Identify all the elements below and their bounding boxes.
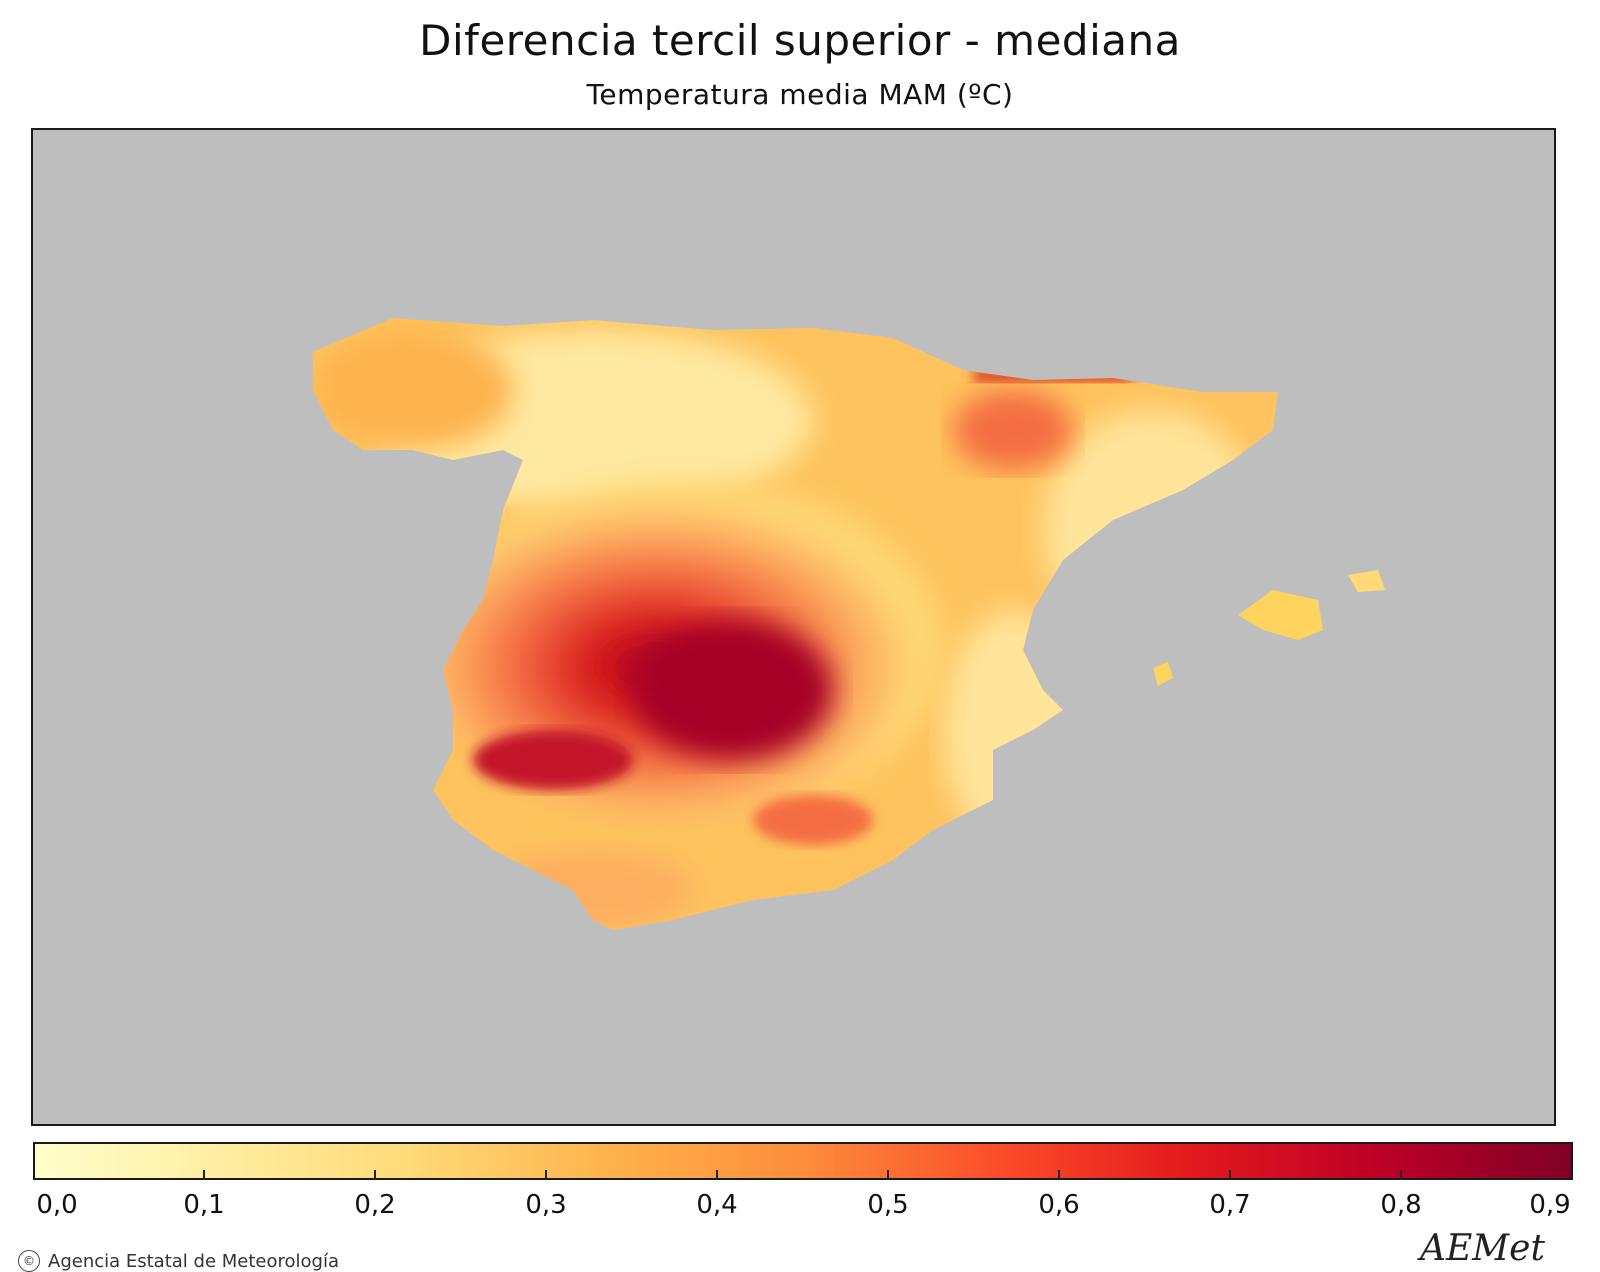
colorbar-tick [374, 1170, 376, 1180]
colorbar [33, 1142, 1573, 1180]
map-panel [31, 128, 1556, 1126]
colorbar-tick [545, 1170, 547, 1180]
colorbar-tick [1058, 1170, 1060, 1180]
credit-text: Agencia Estatal de Meteorología [48, 1250, 339, 1272]
logo-text: AEMet [1420, 1228, 1545, 1269]
chart-title: Diferencia tercil superior - mediana [419, 16, 1181, 65]
colorbar-tick-label: 0,5 [867, 1190, 909, 1220]
colorbar-tick-label: 0,4 [696, 1190, 738, 1220]
colorbar-tick-label: 0,0 [36, 1190, 78, 1220]
colorbar-tick-label: 0,9 [1529, 1190, 1571, 1220]
colorbar-tick-label: 0,6 [1038, 1190, 1080, 1220]
colorbar-tick [887, 1170, 889, 1180]
colorbar-tick-label: 0,3 [525, 1190, 567, 1220]
colorbar-tick [203, 1170, 205, 1180]
colorbar-tick [1229, 1170, 1231, 1180]
copyright-credit: © Agencia Estatal de Meteorología [18, 1250, 339, 1272]
chart-subtitle: Temperatura media MAM (ºC) [586, 78, 1014, 111]
colorbar-tick [1400, 1170, 1402, 1180]
colorbar-tick [716, 1170, 718, 1180]
iberian-peninsula-heatmap [313, 318, 1385, 930]
colorbar-tick-label: 0,8 [1380, 1190, 1422, 1220]
colorbar-tick-label: 0,1 [183, 1190, 225, 1220]
aemet-logo: AEMet [1420, 1228, 1570, 1269]
peninsula-shape [313, 318, 1278, 930]
balearic-islands [1153, 570, 1385, 686]
colorbar-tick-label: 0,7 [1209, 1190, 1251, 1220]
colorbar-tick-label: 0,2 [354, 1190, 396, 1220]
